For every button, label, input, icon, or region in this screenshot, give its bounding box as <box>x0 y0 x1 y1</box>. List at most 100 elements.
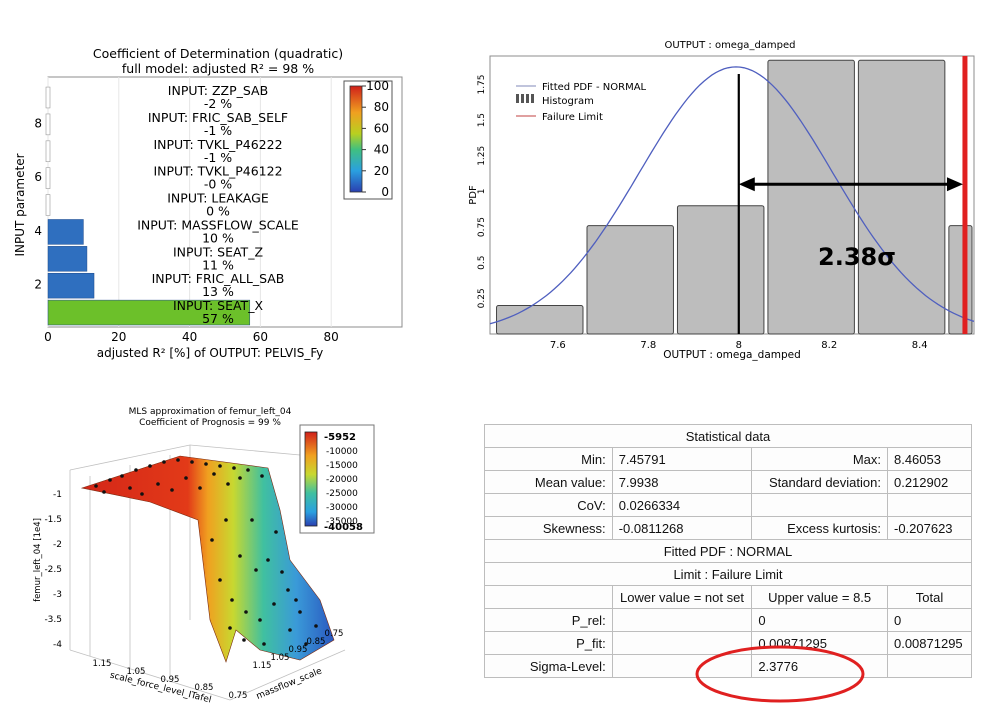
r2-bar <box>45 140 51 163</box>
sample-point <box>170 488 174 492</box>
pdf-chart: OUTPUT : omega_damped 2.38σ 7.6 7.8 8 8.2 8.… <box>468 40 975 361</box>
sample-point <box>258 618 262 622</box>
sigma-annotation: 2.38σ <box>818 243 896 271</box>
surface-colorbar-label: -15000 <box>326 461 358 471</box>
r2-y-tick: 8 <box>34 116 42 130</box>
r2-bar <box>45 167 51 189</box>
pdf-y-tick: 1.25 <box>477 146 487 166</box>
sample-point <box>184 476 188 480</box>
r2-value-label: -1 % <box>204 150 232 165</box>
r2-value-label: -0 % <box>204 177 232 192</box>
sample-point <box>224 518 228 522</box>
surface-title: MLS approximation of femur_left_04 <box>129 407 292 417</box>
surface-z-tick: -4 <box>53 640 62 650</box>
sample-point <box>272 602 276 606</box>
surface-z-tick: -2.5 <box>44 565 62 575</box>
sample-point <box>242 638 246 642</box>
r2-subtitle: full model: adjusted R² = 98 % <box>122 61 314 76</box>
sample-point <box>108 478 112 482</box>
pdf-title: OUTPUT : omega_damped <box>664 40 795 51</box>
histogram-bar <box>767 59 855 335</box>
pdf-x-tick: 8.2 <box>821 340 837 351</box>
skew-label: Skewness: <box>484 516 613 540</box>
pdf-y-tick: 0.5 <box>477 256 487 270</box>
surface-x-tick: 1.15 <box>93 659 112 669</box>
sample-point <box>218 578 222 582</box>
r2-category-label: INPUT: FRIC_ALL_SAB <box>152 271 285 286</box>
sample-point <box>260 474 264 478</box>
colorbar-min: -40058 <box>324 522 363 533</box>
std-label: Standard deviation: <box>751 470 888 494</box>
surface-y-tick: 0.95 <box>289 645 308 655</box>
surface-colorbar-label: -10000 <box>326 447 358 457</box>
surface-zlabel: femur_left_04 [1e4] <box>33 518 43 602</box>
prel-total: 0 <box>886 608 973 632</box>
r2-colorbar-label: 60 <box>374 121 389 135</box>
pdf-x-tick: 7.6 <box>550 340 566 351</box>
pdf-x-tick: 8.4 <box>912 340 928 351</box>
r2-x-tick: 40 <box>182 330 197 344</box>
r2-value-label: 0 % <box>206 204 230 219</box>
r2-value-label: 10 % <box>202 230 234 245</box>
r2-bar <box>47 246 88 272</box>
kurt-value: -0.207623 <box>886 516 973 540</box>
surface-colorbar-label: -30000 <box>326 503 358 513</box>
table-title: Statistical data <box>484 424 972 448</box>
pdf-legend: Fitted PDF - NORMAL Histogram Failure Li… <box>516 82 647 123</box>
sample-point <box>254 568 258 572</box>
r2-colorbar-label: 0 <box>381 185 389 199</box>
empty-cell <box>484 585 613 609</box>
legend-histogram: Histogram <box>542 96 594 107</box>
pdf-y-tick: 1.75 <box>477 74 487 94</box>
surface-ylabel: massflow_scale <box>255 666 324 702</box>
r2-x-tick: 60 <box>253 330 268 344</box>
max-label: Max: <box>751 447 888 471</box>
mean-value: 7.9938 <box>611 470 753 494</box>
r2-category-label: INPUT: ZZP_SAB <box>168 83 268 98</box>
sample-point <box>120 474 124 478</box>
surface-z-tick: -2 <box>53 540 62 550</box>
r2-colorbar-label: 100 <box>366 79 389 93</box>
surface-colorbar-label: -25000 <box>326 489 358 499</box>
r2-colorbar-label: 80 <box>374 100 389 114</box>
fitted-pdf-row: Fitted PDF : NORMAL <box>484 539 972 563</box>
r2-category-label: INPUT: LEAKAGE <box>167 191 269 206</box>
sample-point <box>156 482 160 486</box>
sample-point <box>128 486 132 490</box>
sample-point <box>298 610 302 614</box>
empty-cell <box>751 493 888 517</box>
r2-ylabel: INPUT parameter <box>13 153 27 256</box>
surface-subtitle: Coefficient of Prognosis = 99 % <box>139 418 281 428</box>
sample-point <box>140 492 144 496</box>
histogram-bar <box>586 225 674 335</box>
pdf-y-tick: 0.25 <box>477 288 487 308</box>
r2-colorbar <box>349 85 363 193</box>
r2-value-label: -2 % <box>204 96 232 111</box>
r2-value-label: -1 % <box>204 123 232 138</box>
mean-label: Mean value: <box>484 470 613 494</box>
sample-point <box>314 624 318 628</box>
sample-point <box>94 484 98 488</box>
r2-title: Coefficient of Determination (quadratic) <box>93 46 343 61</box>
statistical-data-table: Statistical data Min: 7.45791 Max: 8.460… <box>484 424 973 678</box>
surface-colorbar <box>304 431 318 527</box>
surface-colorbar-label: -20000 <box>326 475 358 485</box>
sample-point <box>232 466 236 470</box>
sample-point <box>218 464 222 468</box>
r2-colorbar-label: 20 <box>374 164 389 178</box>
sample-point <box>294 598 298 602</box>
legend-fitted: Fitted PDF - NORMAL <box>542 82 647 93</box>
std-value: 0.212902 <box>886 470 973 494</box>
sample-point <box>238 476 242 480</box>
sample-point <box>210 538 214 542</box>
pfit-label: P_fit: <box>484 631 613 655</box>
colorbar-max: -5952 <box>324 432 356 443</box>
r2-category-label: INPUT: TVKL_P46222 <box>153 137 282 152</box>
min-label: Min: <box>484 447 613 471</box>
surface-chart: MLS approximation of femur_left_04 Coeff… <box>33 407 375 706</box>
highlight-ellipse <box>695 645 865 703</box>
r2-bar <box>47 272 95 299</box>
sample-point <box>286 588 290 592</box>
pdf-x-tick: 8 <box>736 340 742 351</box>
r2-value-label: 57 % <box>202 311 234 326</box>
